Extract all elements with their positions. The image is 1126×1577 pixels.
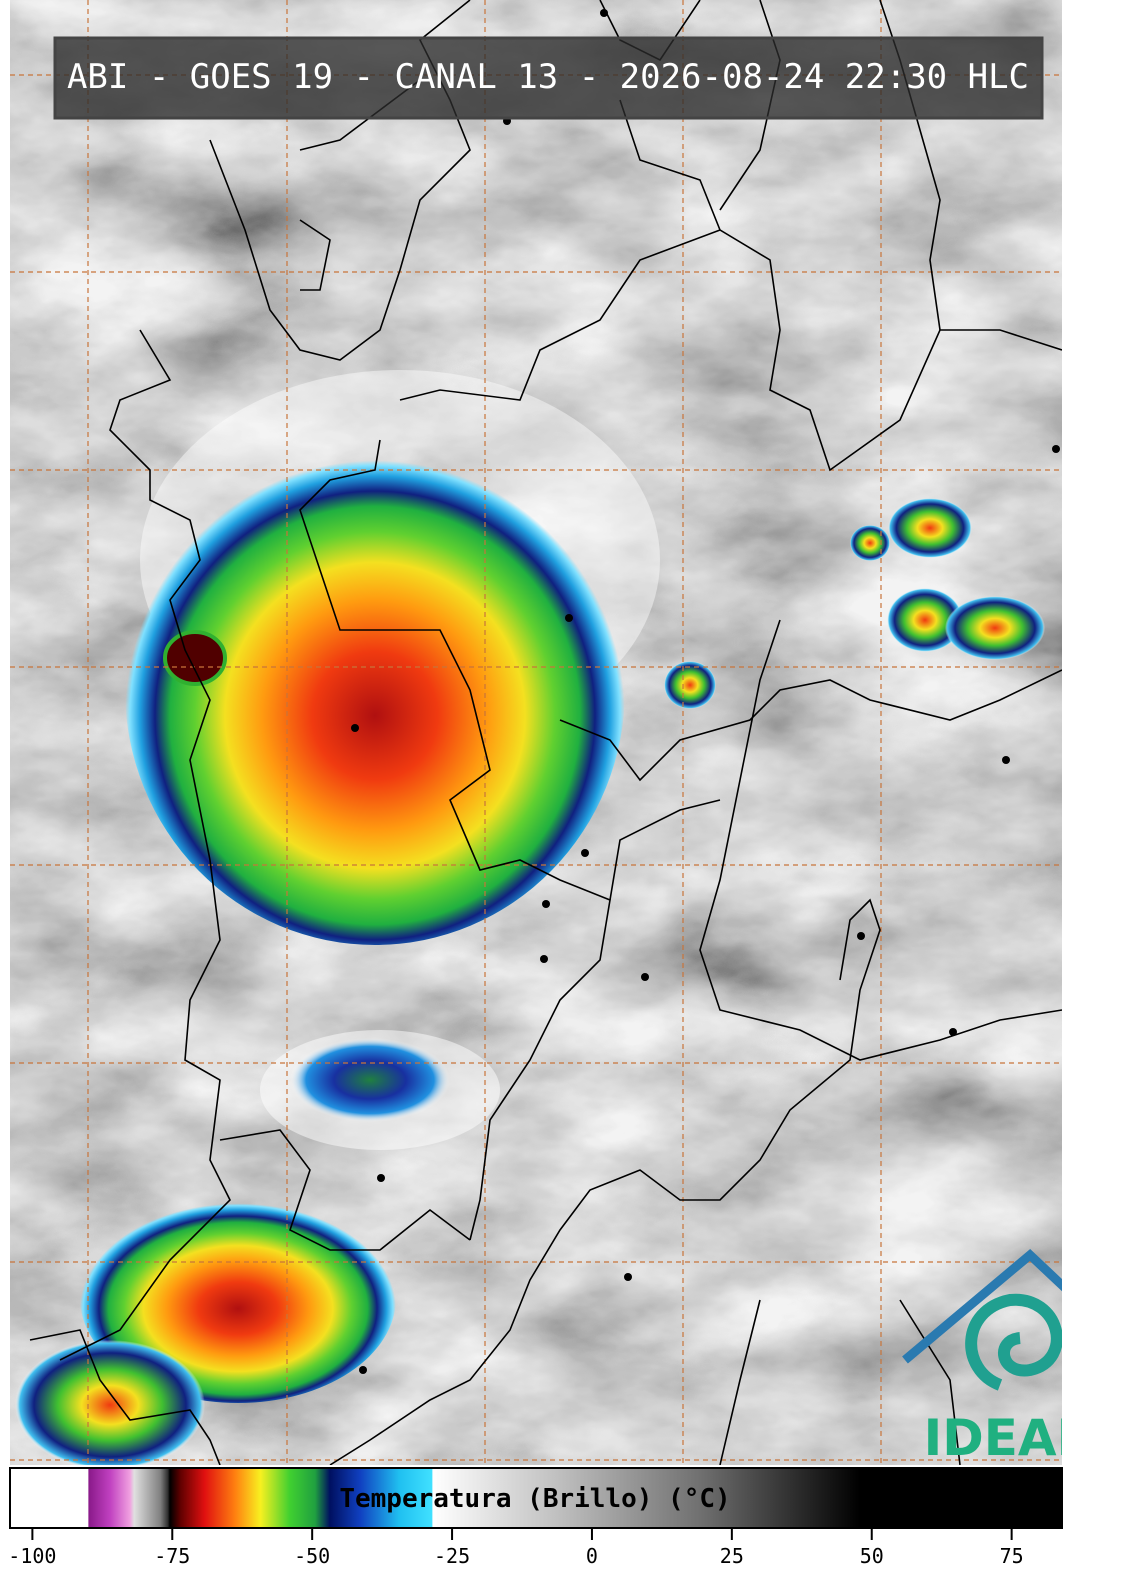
colorbar-gradient: [9, 1467, 1063, 1529]
storm-cell: [850, 525, 890, 561]
storm-cell: [664, 661, 716, 709]
boundaries: [29, 0, 1062, 1465]
title: ABI - GOES 19 - CANAL 13 - 2026-08-24 22…: [67, 57, 1029, 97]
storm-cell: [125, 435, 625, 945]
x-tick-label: 50: [860, 1544, 884, 1568]
storm-cell: [945, 596, 1045, 660]
storm-cell: [15, 1340, 205, 1465]
title-box: ABI - GOES 19 - CANAL 13 - 2026-08-24 22…: [53, 36, 1044, 120]
logo-roof: [902, 1248, 1062, 1364]
x-tick-label: 25: [720, 1544, 744, 1568]
x-tick-label: -100: [8, 1544, 56, 1568]
storm-cell: [888, 498, 972, 558]
city-markers: [351, 9, 1060, 1374]
colorbar: Temperatura (Brillo) (°C) -100 -75 -50 -25 0…: [8, 1467, 1063, 1568]
logo: IDEAM: [902, 1248, 1107, 1467]
storm-cell: [290, 1038, 450, 1122]
logo-swirl: [965, 1293, 1062, 1391]
x-tick-label: -75: [154, 1544, 190, 1568]
storm-cell: [887, 588, 963, 652]
colorbar-label: Temperatura (Brillo) (°C): [339, 1484, 730, 1514]
x-tick-label: -25: [434, 1544, 470, 1568]
map: IDEAM: [10, 0, 1107, 1467]
logo-text: IDEAM: [924, 1409, 1107, 1467]
title-background: [53, 36, 1044, 120]
storm-core: [163, 630, 227, 686]
x-tick-label: 0: [586, 1544, 598, 1568]
x-tick-label: -50: [294, 1544, 330, 1568]
x-tick-label: 75: [1000, 1544, 1024, 1568]
